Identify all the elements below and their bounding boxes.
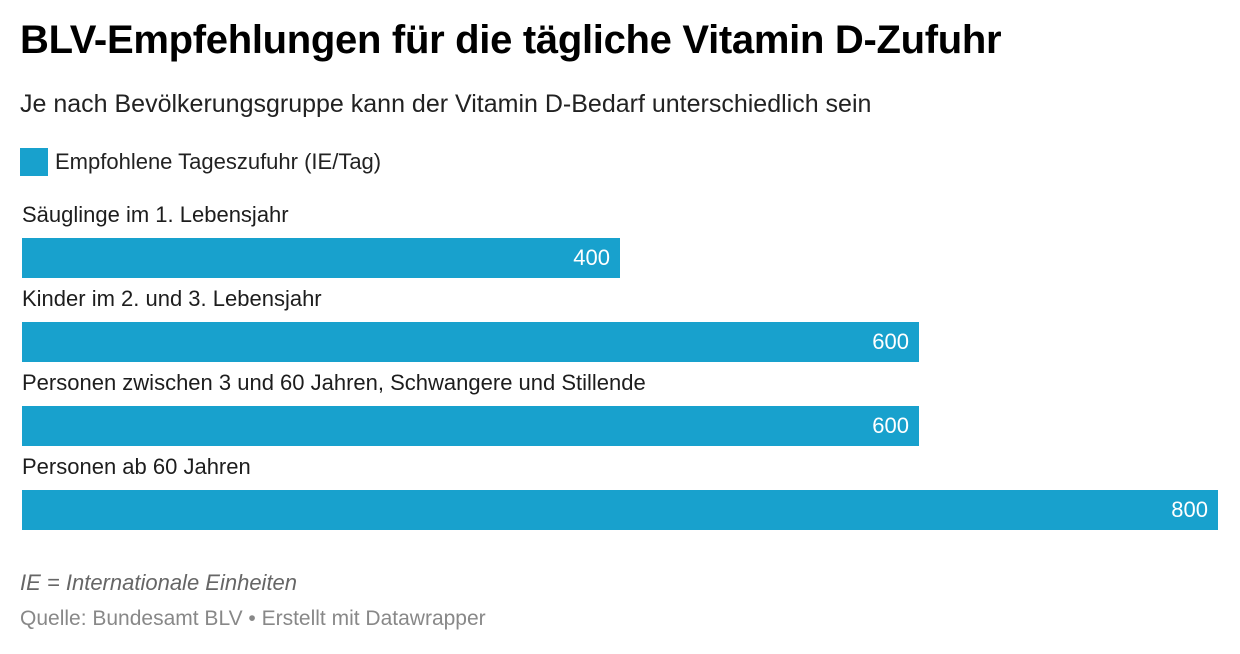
bar-value-label: 600: [872, 329, 909, 354]
category-label: Personen zwischen 3 und 60 Jahren, Schwa…: [22, 370, 646, 395]
bar: 800: [22, 490, 1218, 530]
bar-value-label: 400: [573, 245, 610, 270]
bar-row: Säuglinge im 1. Lebensjahr 400: [22, 200, 1218, 284]
source-credit: Quelle: Bundesamt BLV • Erstellt mit Dat…: [20, 607, 486, 630]
bar-row: Kinder im 2. und 3. Lebensjahr 600: [22, 284, 1218, 368]
bar-row: Personen ab 60 Jahren 800: [22, 452, 1218, 536]
bar: 400: [22, 238, 620, 278]
bar: 600: [22, 322, 919, 362]
footnote: IE = Internationale Einheiten: [20, 570, 298, 595]
bar-row: Personen zwischen 3 und 60 Jahren, Schwa…: [22, 368, 1218, 452]
bar: 600: [22, 406, 919, 446]
category-label: Personen ab 60 Jahren: [22, 454, 251, 479]
category-label: Säuglinge im 1. Lebensjahr: [22, 202, 289, 227]
chart-title: BLV-Empfehlungen für die tägliche Vitami…: [20, 18, 1002, 62]
bar-chart: Säuglinge im 1. Lebensjahr 400 Kinder im 2…: [22, 200, 1218, 536]
legend-label: Empfohlene Tageszufuhr (IE/Tag): [55, 149, 382, 174]
bar-value-label: 600: [872, 413, 909, 438]
legend-swatch: [20, 148, 48, 176]
legend: Empfohlene Tageszufuhr (IE/Tag): [20, 147, 381, 177]
bar-value-label: 800: [1171, 497, 1208, 522]
category-label: Kinder im 2. und 3. Lebensjahr: [22, 286, 322, 311]
chart-subtitle: Je nach Bevölkerungsgruppe kann der Vita…: [20, 90, 872, 118]
